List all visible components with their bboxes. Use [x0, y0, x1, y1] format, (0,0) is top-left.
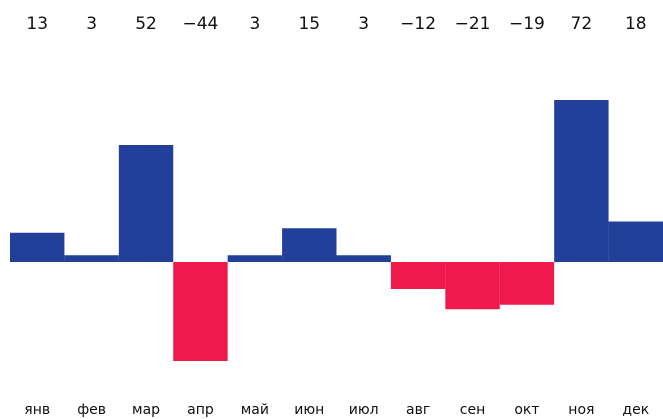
bar: [227, 255, 283, 262]
value-label: 52: [135, 14, 157, 34]
bar: [336, 255, 391, 262]
value-label: 13: [26, 14, 48, 34]
x-tick-label: июн: [294, 402, 324, 418]
x-tick-label: ноя: [568, 402, 594, 418]
x-tick-label: дек: [622, 402, 649, 418]
bar: [499, 262, 555, 305]
x-tick-label: июл: [349, 402, 379, 418]
bar: [554, 100, 609, 262]
bar: [64, 255, 119, 262]
bar: [445, 262, 500, 310]
bar: [173, 262, 228, 361]
bar: [608, 221, 663, 262]
bar: [118, 145, 174, 262]
value-label: −44: [183, 14, 219, 34]
bar: [10, 232, 65, 262]
x-tick-label: янв: [24, 402, 50, 418]
x-tick-label: фев: [77, 402, 106, 418]
value-label: 3: [249, 14, 260, 34]
x-tick-label: май: [241, 402, 269, 418]
value-label: 18: [625, 14, 647, 34]
value-label: 3: [86, 14, 97, 34]
x-tick-label: апр: [187, 402, 214, 418]
value-label: −12: [400, 14, 436, 34]
x-tick-label: авг: [406, 402, 430, 418]
bar: [390, 262, 446, 289]
value-label: 72: [571, 14, 593, 34]
x-tick-label: окт: [514, 402, 539, 418]
bar: [282, 228, 337, 262]
value-label: −21: [455, 14, 491, 34]
value-label: 15: [298, 14, 320, 34]
x-tick-label: мар: [132, 402, 160, 418]
value-label: −19: [509, 14, 545, 34]
x-tick-label: сен: [460, 402, 485, 418]
value-label: 3: [358, 14, 369, 34]
